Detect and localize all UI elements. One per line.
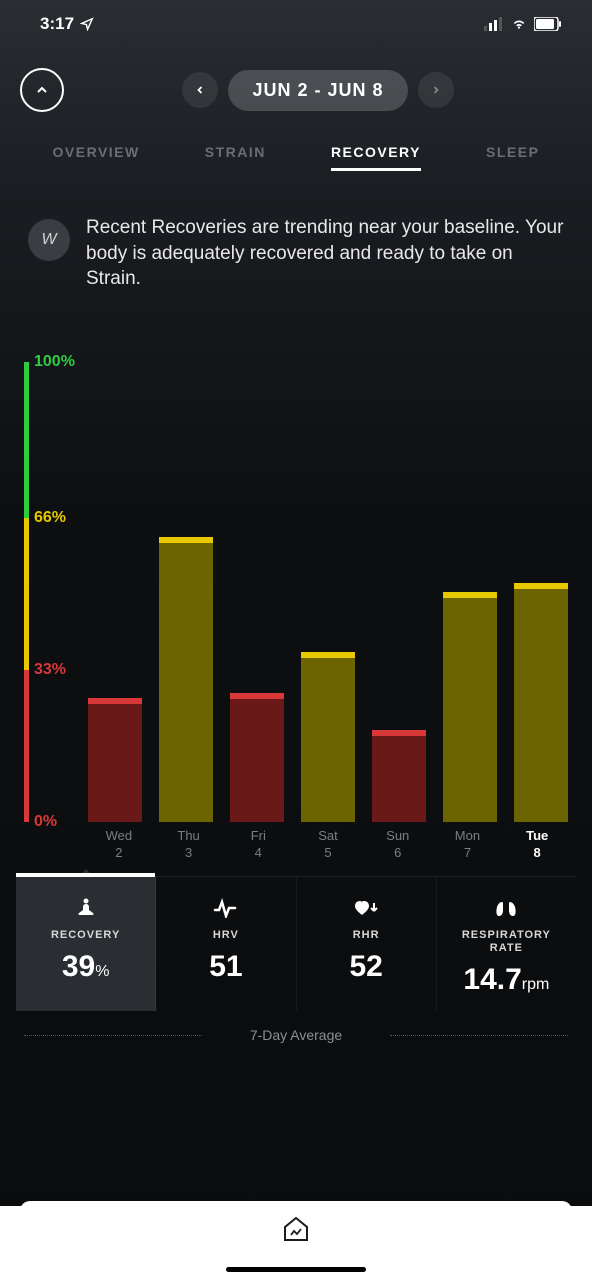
x-label: Tue8: [502, 822, 572, 862]
date-range-pill[interactable]: JUN 2 - JUN 8: [228, 70, 407, 111]
nav-row: JUN 2 - JUN 8: [0, 42, 592, 122]
location-icon: [80, 17, 94, 31]
bar-cap: [159, 537, 213, 543]
tabbar-home[interactable]: [20, 1201, 572, 1261]
home-icon: [281, 1215, 311, 1248]
chart-bar[interactable]: [301, 652, 355, 822]
recovery-chart: 100%66%33%0% Wed2Thu3Fri4Sat5Sun6Mon7Tue…: [24, 362, 572, 862]
average-label: 7-Day Average: [0, 1027, 592, 1043]
metric-value: 39%: [20, 950, 151, 984]
bar-cap: [301, 652, 355, 658]
y-axis-segment: [24, 518, 29, 670]
status-bar: 3:17: [0, 0, 592, 42]
insight-text: Recent Recoveries are trending near your…: [86, 215, 564, 292]
y-tick-label: 33%: [34, 661, 66, 679]
pulse-icon: [160, 895, 291, 921]
tab-sleep[interactable]: SLEEP: [486, 144, 539, 171]
bar-cap: [230, 693, 284, 699]
y-axis-segment: [24, 362, 29, 518]
y-tick-label: 0%: [34, 813, 57, 831]
chart-bar[interactable]: [159, 537, 213, 822]
chart-bar[interactable]: [514, 583, 568, 822]
metric-value: 52: [301, 950, 432, 984]
bar-cap: [443, 592, 497, 598]
up-button[interactable]: [20, 68, 64, 112]
meditation-icon: [20, 895, 151, 921]
metrics-row: RECOVERY 39% HRV 51 RHR 52 RESPIRATORYRATE 14.7…: [16, 876, 576, 1011]
chart-bar[interactable]: [443, 592, 497, 822]
prev-week-button[interactable]: [182, 72, 218, 108]
bar-cap: [372, 730, 426, 736]
x-label: Mon7: [433, 822, 503, 862]
bar-cap: [88, 698, 142, 704]
wifi-icon: [510, 17, 528, 31]
y-tick-label: 66%: [34, 509, 66, 527]
tab-strain[interactable]: STRAIN: [205, 144, 266, 171]
metric-label: HRV: [160, 929, 291, 942]
tabs: OVERVIEW STRAIN RECOVERY SLEEP: [0, 122, 592, 185]
x-label: Sun6: [363, 822, 433, 862]
metric-value: 14.7rpm: [441, 963, 572, 997]
battery-icon: [534, 17, 562, 31]
home-indicator: [226, 1267, 366, 1272]
bar-cap: [514, 583, 568, 589]
metric-label: RHR: [301, 929, 432, 942]
metric-label: RESPIRATORYRATE: [441, 929, 572, 955]
y-axis-segment: [24, 670, 29, 822]
whoop-badge-icon: W: [28, 219, 70, 261]
y-tick-label: 100%: [34, 353, 75, 371]
metric-label: RECOVERY: [20, 929, 151, 942]
status-time: 3:17: [40, 14, 74, 34]
metric-value: 51: [160, 950, 291, 984]
metric-hrv[interactable]: HRV 51: [156, 877, 296, 1011]
metric-recovery[interactable]: RECOVERY 39%: [16, 877, 156, 1011]
tab-recovery[interactable]: RECOVERY: [331, 144, 421, 171]
cellular-icon: [484, 17, 504, 31]
tab-overview[interactable]: OVERVIEW: [53, 144, 140, 171]
x-label: Wed2: [84, 822, 154, 862]
chart-bar[interactable]: [230, 693, 284, 822]
chart-bar[interactable]: [88, 698, 142, 822]
x-label: Fri4: [223, 822, 293, 862]
x-label: Sat5: [293, 822, 363, 862]
heart-down-icon: [301, 895, 432, 921]
insight-card: W Recent Recoveries are trending near yo…: [0, 185, 592, 302]
next-week-button[interactable]: [418, 72, 454, 108]
lungs-icon: [441, 895, 572, 921]
metric-rhr[interactable]: RHR 52: [297, 877, 437, 1011]
x-label: Thu3: [154, 822, 224, 862]
chart-bar[interactable]: [372, 730, 426, 822]
metric-respiratory-rate[interactable]: RESPIRATORYRATE 14.7rpm: [437, 877, 576, 1011]
